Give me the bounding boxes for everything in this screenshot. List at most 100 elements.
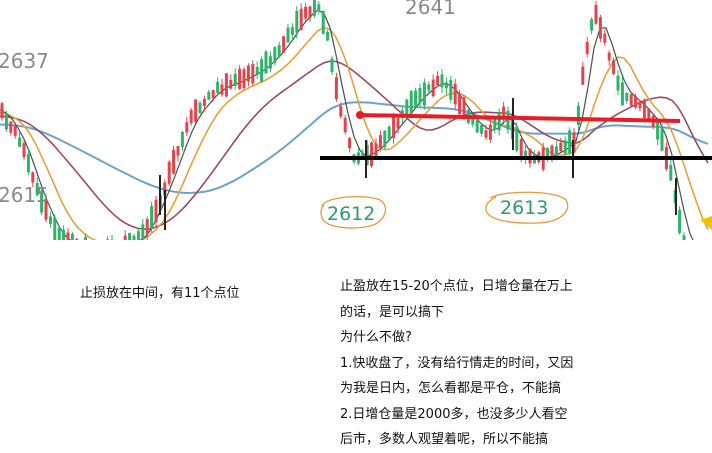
stop-loss-note: 止损放在中间，有11个点位 — [80, 284, 240, 304]
candle-body — [608, 53, 611, 61]
candle-body — [599, 17, 602, 38]
candle-body — [436, 76, 439, 85]
candle-body — [498, 113, 501, 131]
candle-body — [53, 218, 56, 240]
candle-body — [309, 7, 312, 18]
candle-body — [133, 236, 136, 240]
candle-body — [656, 120, 659, 139]
candle-body — [441, 74, 444, 87]
annotation-2613: 2613 — [500, 197, 548, 219]
candle-body — [260, 59, 263, 82]
candle-body — [520, 139, 523, 157]
candle-body — [427, 84, 430, 90]
candle-body — [273, 47, 276, 63]
candle-body — [485, 130, 488, 137]
candle-body — [603, 34, 606, 43]
note-line-2: 的话，是可以搞下 — [340, 300, 640, 326]
candle-body — [595, 5, 598, 24]
candle-body — [256, 67, 259, 75]
candle-body — [172, 150, 175, 174]
candle-body — [106, 239, 109, 240]
price-label-left-lower: 2615 — [0, 183, 49, 207]
price-label-left-upper: 2637 — [0, 49, 49, 73]
candle-body — [375, 143, 378, 156]
candle-body — [84, 237, 87, 240]
candle-body — [137, 231, 140, 240]
candle-body — [612, 60, 615, 74]
candle-body — [67, 232, 70, 240]
candle-body — [432, 80, 435, 96]
price-label-top: 2641 — [405, 0, 456, 19]
candle-body — [410, 91, 413, 115]
ma-line-blue — [0, 102, 708, 193]
candle-body — [207, 92, 210, 100]
candle-body — [551, 146, 554, 157]
candle-body — [669, 165, 672, 180]
candle-body — [489, 125, 492, 140]
candle-body — [234, 74, 237, 86]
candle-body — [643, 100, 646, 118]
take-profit-notes: 止盈放在15-20个点位，日增仓量在万上 的话，是可以搞下 为什么不做? 1.快… — [340, 274, 640, 453]
candle-body — [397, 118, 400, 128]
note-line-7: 后市，多数人观望着呢，所以不能搞 — [340, 427, 640, 453]
candle-body — [322, 11, 325, 34]
candle-body — [639, 102, 642, 109]
candle-body — [379, 135, 382, 148]
note-line-3: 为什么不做? — [340, 325, 640, 351]
candle-body — [75, 239, 78, 240]
red-level-start-dot — [356, 111, 364, 119]
candle-body — [71, 234, 74, 240]
candle-body — [225, 73, 228, 96]
candle-body — [621, 82, 624, 105]
candle-body — [287, 28, 290, 43]
candle-body — [370, 143, 373, 166]
candle-body — [564, 140, 567, 154]
candle-body — [146, 219, 149, 234]
candle-body — [229, 80, 232, 88]
note-line-6: 2.日增仓量是2000多，也没多少人看空 — [340, 402, 640, 428]
candle-body — [304, 7, 307, 19]
note-line-4: 1.快收盘了，没有给行情走的时间，又因 — [340, 351, 640, 377]
candle-body — [31, 172, 34, 182]
candle-body — [445, 82, 448, 88]
candle-body — [348, 138, 351, 148]
candle-body — [617, 76, 620, 91]
candle-body — [49, 216, 52, 224]
candle-body — [331, 59, 334, 72]
kline-chart: 2641 2637 2615 2612 2613 — [0, 0, 712, 240]
candle-body — [62, 230, 65, 240]
candle-body — [190, 110, 193, 123]
candle-body — [9, 122, 12, 133]
candle-body — [625, 93, 628, 101]
candle-body — [493, 119, 496, 129]
candle-body — [388, 127, 391, 140]
candle-body — [683, 235, 686, 240]
candle-body — [300, 9, 303, 30]
candle-body — [454, 84, 457, 105]
candle-body — [326, 32, 329, 41]
candle-body — [392, 114, 395, 138]
candle-body — [181, 132, 184, 147]
candle-body — [168, 162, 171, 184]
candle-body — [344, 118, 347, 132]
candle-body — [647, 109, 650, 120]
note-line-1: 止盈放在15-20个点位，日增仓量在万上 — [340, 274, 640, 300]
candle-body — [586, 42, 589, 54]
candle-body — [559, 143, 562, 152]
candle-body — [476, 120, 479, 132]
candle-body — [14, 126, 17, 136]
candle-body — [383, 131, 386, 148]
candle-body — [185, 122, 188, 132]
candle-body — [243, 69, 246, 88]
candle-body — [221, 84, 224, 94]
candle-body — [278, 45, 281, 57]
kline-chart-svg: 2641 2637 2615 2612 2613 — [0, 0, 712, 240]
candle-body — [23, 143, 26, 157]
candle-body — [199, 103, 202, 114]
candle-body — [1, 103, 4, 118]
candle-body — [339, 106, 342, 117]
candle-body — [590, 19, 593, 30]
candle-body — [238, 69, 241, 89]
candle-body — [265, 51, 268, 73]
candle-body — [212, 90, 215, 98]
